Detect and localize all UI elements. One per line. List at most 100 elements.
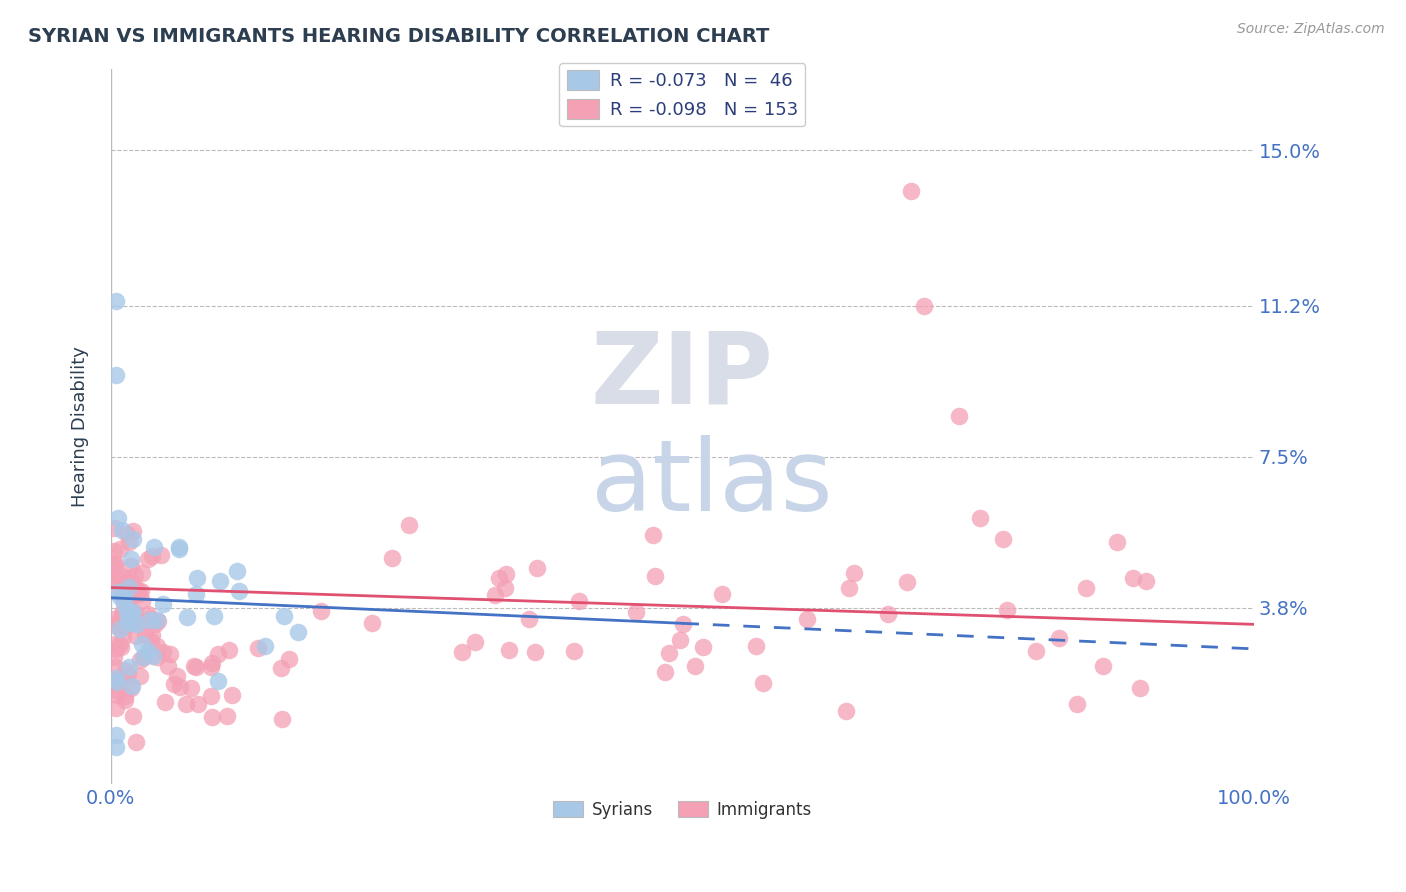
Point <box>105 294 128 309</box>
Point <box>103 678 125 692</box>
Point <box>118 573 141 587</box>
Point <box>498 642 520 657</box>
Point <box>796 612 818 626</box>
Point <box>143 616 166 631</box>
Point <box>568 593 591 607</box>
Point <box>125 629 148 643</box>
Point <box>524 645 547 659</box>
Point <box>186 571 208 585</box>
Point <box>180 681 202 695</box>
Point <box>176 609 198 624</box>
Point <box>752 676 775 690</box>
Point <box>121 576 143 591</box>
Point <box>146 649 169 664</box>
Point <box>842 566 865 580</box>
Point <box>464 634 486 648</box>
Point <box>114 620 136 634</box>
Point <box>381 551 404 566</box>
Point <box>105 641 128 656</box>
Point <box>1047 631 1070 645</box>
Point <box>110 623 132 637</box>
Point <box>127 583 149 598</box>
Point <box>125 735 148 749</box>
Point <box>104 557 127 571</box>
Point <box>141 549 163 563</box>
Point <box>114 669 136 683</box>
Point <box>131 637 153 651</box>
Point <box>107 585 129 599</box>
Point <box>129 583 152 598</box>
Legend: Syrians, Immigrants: Syrians, Immigrants <box>547 794 818 825</box>
Point <box>114 689 136 703</box>
Point <box>110 618 132 632</box>
Point <box>112 597 135 611</box>
Point <box>253 639 276 653</box>
Point <box>117 607 139 621</box>
Point <box>107 511 129 525</box>
Point <box>103 557 125 571</box>
Point <box>644 569 666 583</box>
Point <box>120 616 142 631</box>
Point <box>141 633 163 648</box>
Point <box>877 607 900 621</box>
Point <box>131 615 153 630</box>
Point <box>969 511 991 525</box>
Point <box>136 644 159 658</box>
Point <box>270 660 292 674</box>
Point <box>103 521 125 535</box>
Point <box>1135 574 1157 589</box>
Point <box>139 613 162 627</box>
Point <box>139 611 162 625</box>
Point <box>118 599 141 613</box>
Point <box>129 653 152 667</box>
Point <box>200 660 222 674</box>
Point <box>200 689 222 703</box>
Text: ZIP: ZIP <box>591 327 773 425</box>
Point <box>121 679 143 693</box>
Point <box>900 184 922 198</box>
Point <box>896 575 918 590</box>
Point <box>112 605 135 619</box>
Point <box>124 612 146 626</box>
Point <box>710 587 733 601</box>
Point <box>107 620 129 634</box>
Point <box>110 523 132 537</box>
Point <box>912 299 935 313</box>
Point <box>226 565 249 579</box>
Point <box>221 688 243 702</box>
Point <box>105 671 128 685</box>
Point <box>121 611 143 625</box>
Point <box>114 693 136 707</box>
Point <box>122 709 145 723</box>
Point <box>488 571 510 585</box>
Point <box>152 645 174 659</box>
Point <box>107 614 129 628</box>
Point <box>1066 697 1088 711</box>
Point <box>117 614 139 628</box>
Point <box>277 652 299 666</box>
Point <box>118 534 141 549</box>
Point <box>134 628 156 642</box>
Point <box>122 532 145 546</box>
Point <box>152 597 174 611</box>
Point <box>838 581 860 595</box>
Point <box>208 574 231 589</box>
Point <box>108 568 131 582</box>
Point <box>835 704 858 718</box>
Point <box>110 640 132 655</box>
Point <box>218 642 240 657</box>
Point <box>169 540 191 554</box>
Point <box>146 640 169 654</box>
Point <box>148 614 170 628</box>
Point <box>143 540 166 554</box>
Point <box>142 649 165 664</box>
Point <box>103 561 125 575</box>
Point <box>115 571 138 585</box>
Point <box>118 581 141 595</box>
Point <box>187 697 209 711</box>
Point <box>118 605 141 619</box>
Point <box>105 674 128 689</box>
Point <box>1092 659 1115 673</box>
Point <box>104 637 127 651</box>
Point <box>128 669 150 683</box>
